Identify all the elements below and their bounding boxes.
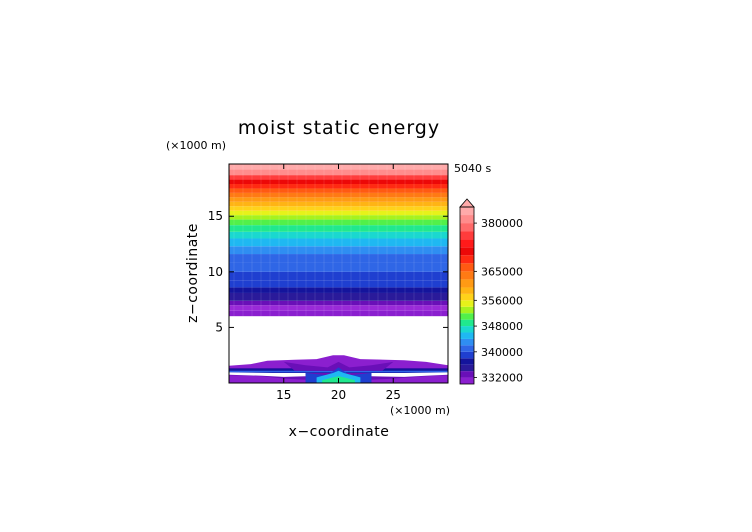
colorbar-tick-label: 365000 <box>481 265 523 278</box>
colorbar-swatch-11 <box>460 306 474 314</box>
y-axis: 5 10 15 <box>208 209 448 334</box>
band-23 <box>229 175 448 180</box>
band-22 <box>229 179 448 185</box>
colorbar-swatch-16 <box>460 271 474 280</box>
colorbar-tick-label: 348000 <box>481 320 523 333</box>
x-tick-label: 15 <box>276 388 291 402</box>
colorbar-swatch-20 <box>460 239 474 248</box>
colorbar-frame <box>459 206 475 385</box>
band-1 <box>229 305 448 311</box>
chart-title: moist static energy <box>238 117 440 139</box>
colorbar-swatch-2 <box>460 364 474 372</box>
colorbar-swatch-9 <box>460 319 474 327</box>
colorbar-swatch-12 <box>460 300 474 307</box>
colorbar-swatch-21 <box>460 231 474 240</box>
contour-region-5 <box>371 372 448 377</box>
colorbar-swatch-6 <box>460 338 474 346</box>
x-tick-label: 25 <box>386 388 401 402</box>
colorbar-swatch-8 <box>460 326 474 333</box>
colorbar-swatch-17 <box>460 263 474 272</box>
colorbar-swatch-1 <box>460 371 474 378</box>
y-tick-label: 5 <box>215 320 223 334</box>
colorbar-swatch-10 <box>460 313 474 320</box>
y-tick-label: 15 <box>208 209 223 223</box>
band-12 <box>229 225 448 232</box>
colorbar-tick-label: 380000 <box>481 217 523 230</box>
colorbar-swatch-15 <box>460 279 474 288</box>
contour-region-7 <box>371 375 448 383</box>
band-8 <box>229 254 448 263</box>
band-17 <box>229 201 448 207</box>
colorbar-tick-label: 332000 <box>481 372 523 385</box>
plot-area <box>229 164 448 383</box>
band-15 <box>229 210 448 216</box>
y-tick-label: 10 <box>208 265 223 279</box>
colorbar-extend-arrow <box>459 198 475 208</box>
band-0 <box>229 310 448 317</box>
colorbar-tick-label: 356000 <box>481 294 523 307</box>
colorbar-swatch-0 <box>460 377 474 384</box>
colorbar-tick-label: 340000 <box>481 346 523 359</box>
band-13 <box>229 219 448 226</box>
band-11 <box>229 231 448 239</box>
time-label: 5040 s <box>454 162 491 175</box>
colorbar-swatch-19 <box>460 247 474 256</box>
band-4 <box>229 287 448 293</box>
x-axis-label: x−coordinate <box>289 424 390 440</box>
band-14 <box>229 215 448 220</box>
colorbar: 332000 340000 348000 356000 365000 380000 <box>459 198 523 385</box>
x-axis: 15 20 25 <box>276 164 401 402</box>
band-20 <box>229 188 448 193</box>
colorbar-swatch-18 <box>460 255 474 264</box>
band-10 <box>229 238 448 247</box>
band-6 <box>229 271 448 281</box>
band-18 <box>229 197 448 202</box>
contour-region-6 <box>229 375 306 383</box>
x-unit-label: (×1000 m) <box>390 404 450 417</box>
y-unit-label: (×1000 m) <box>166 139 226 152</box>
colorbar-swatch-13 <box>460 293 474 301</box>
colorbar-swatch-4 <box>460 351 474 359</box>
band-9 <box>229 246 448 255</box>
band-16 <box>229 206 448 211</box>
colorbar-swatch-5 <box>460 345 474 352</box>
colorbar-swatch-22 <box>460 223 474 232</box>
band-19 <box>229 192 448 198</box>
colorbar-swatch-14 <box>460 287 474 294</box>
colorbar-swatch-23 <box>460 215 474 224</box>
contour-region-4 <box>229 372 306 377</box>
white-gap <box>229 316 448 359</box>
band-24 <box>229 169 448 176</box>
contour-region-8 <box>283 361 394 371</box>
band-21 <box>229 184 448 189</box>
band-7 <box>229 262 448 272</box>
band-2 <box>229 300 448 306</box>
band-5 <box>229 280 448 288</box>
band-3 <box>229 292 448 301</box>
x-tick-label: 20 <box>331 388 346 402</box>
colorbar-swatch-3 <box>460 358 474 365</box>
y-axis-label: z−coordinate <box>185 223 201 323</box>
colorbar-swatch-24 <box>460 207 474 216</box>
colorbar-swatch-7 <box>460 332 474 339</box>
